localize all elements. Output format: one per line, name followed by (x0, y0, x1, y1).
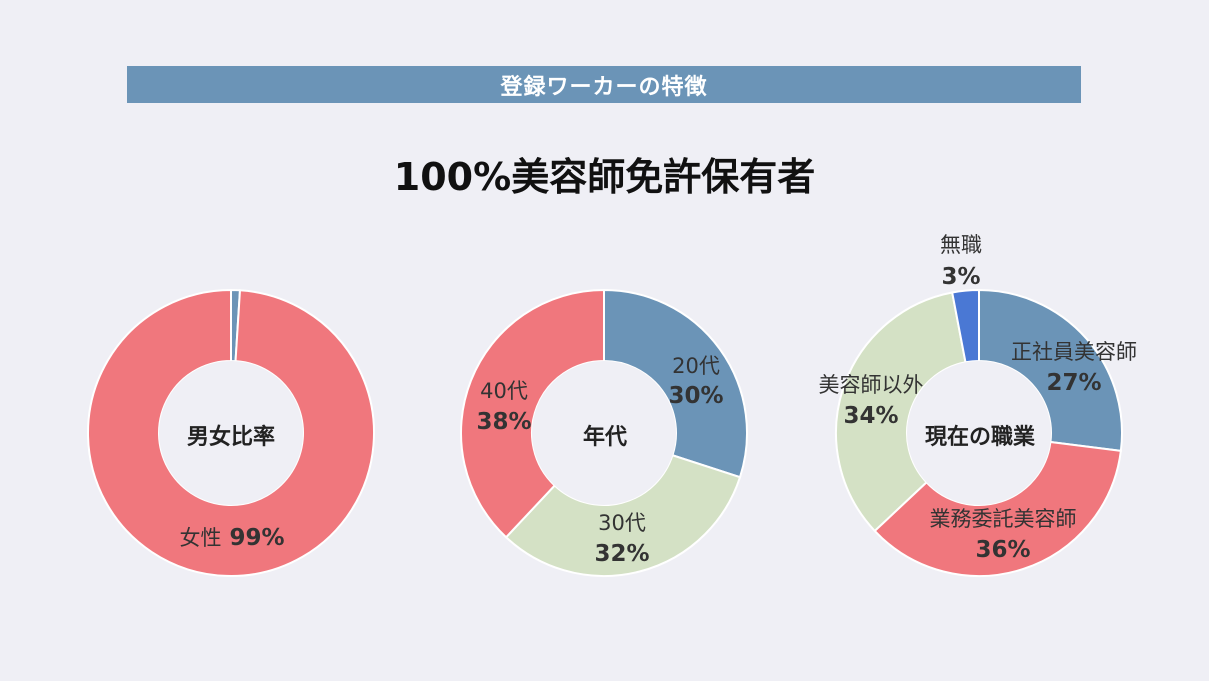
donut-hole-occupation (907, 361, 1051, 505)
label-unemployed-value: 3% (941, 264, 980, 290)
label-contract-name: 業務委託美容師 (930, 507, 1077, 531)
donut-gender: 男女比率 女性 99% (87, 288, 375, 577)
section-banner: 登録ワーカーの特徴 (127, 66, 1081, 103)
donut-occupation-title: 現在の職業 (925, 424, 1036, 450)
label-female-value: 99% (229, 525, 284, 551)
label-nonstylist-name: 美容師以外 (819, 373, 924, 397)
banner-title: 登録ワーカーの特徴 (500, 74, 708, 100)
donut-gender-slices (87, 288, 375, 577)
label-20s-value: 30% (668, 383, 723, 409)
label-fulltime-name: 正社員美容師 (1011, 340, 1137, 364)
label-40s-name: 40代 (480, 379, 528, 403)
label-unemployed-name: 無職 (940, 233, 982, 257)
label-40s-value: 38% (476, 409, 531, 435)
label-nonstylist-value: 34% (843, 403, 898, 429)
donut-age: 年代 20代 30% 30代 32% 40代 38% (460, 288, 748, 577)
label-contract-value: 36% (975, 537, 1030, 563)
label-20s-name: 20代 (672, 354, 720, 378)
donut-age-slices (460, 288, 748, 577)
headline: 100%美容師免許保有者 (393, 155, 816, 199)
label-female: 女性 99% (179, 525, 284, 551)
label-30s-value: 32% (594, 541, 649, 567)
label-fulltime-value: 27% (1046, 370, 1101, 396)
donut-occupation: 現在の職業 正社員美容師 27% 業務委託美容師 36% 美容師以外 34% 無… (819, 233, 1137, 577)
label-30s-name: 30代 (598, 511, 646, 535)
donut-hole-age (532, 361, 676, 505)
donut-hole-gender (159, 361, 303, 505)
donut-occupation-slices (835, 288, 1123, 577)
label-female-name: 女性 (179, 526, 221, 550)
donut-gender-title: 男女比率 (187, 424, 275, 450)
donut-age-title: 年代 (583, 424, 627, 450)
